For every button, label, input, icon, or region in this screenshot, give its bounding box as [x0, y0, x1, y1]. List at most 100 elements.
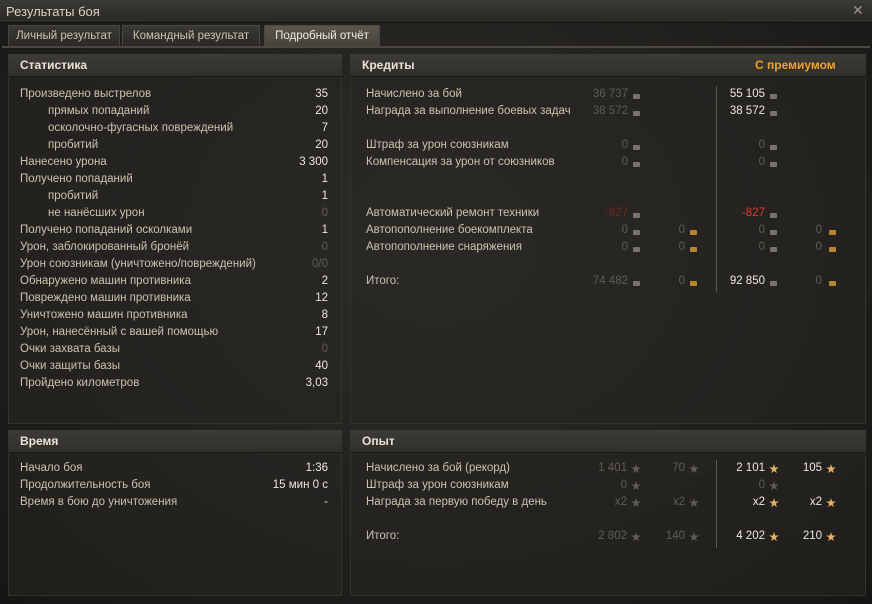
row-label: Автопополнение боекомплекта: [366, 224, 533, 236]
base-free-xp: 140: [665, 530, 685, 542]
base-credits: 36 737: [592, 88, 628, 100]
row-label: пробитий: [48, 139, 99, 151]
base-credits: 0: [621, 139, 628, 151]
row-label: Продолжительность боя: [20, 479, 151, 491]
credit-icon: [633, 230, 640, 235]
base-gold: 0: [678, 275, 685, 287]
row-value: 0: [321, 207, 328, 219]
premium-gold: 0: [815, 241, 822, 253]
row-label: Компенсация за урон от союзников: [366, 156, 555, 168]
window-title: Результаты боя: [6, 4, 100, 19]
row-label: Урон, нанесённый с вашей помощью: [20, 326, 219, 338]
base-credits: -827: [604, 207, 628, 219]
credit-icon: [633, 162, 640, 167]
row-value: 20: [315, 105, 328, 117]
xp-icon: [689, 464, 699, 474]
column-divider: [716, 460, 717, 548]
row-value: 20: [315, 139, 328, 151]
premium-credits: 0: [758, 139, 765, 151]
tab[interactable]: Личный результат: [8, 25, 120, 46]
tab[interactable]: Подробный отчёт: [264, 25, 380, 46]
panel-title: Опыт: [362, 434, 395, 448]
row-label: Автоматический ремонт техники: [366, 207, 540, 219]
panel: [350, 54, 866, 424]
row-label: Штраф за урон союзникам: [366, 479, 509, 491]
gold-icon: [829, 230, 836, 235]
row-label: пробитий: [48, 190, 99, 202]
xp-icon: [769, 532, 779, 542]
row-label: Очки защиты базы: [20, 360, 120, 372]
row-label: Пройдено километров: [20, 377, 140, 389]
panel-header: [8, 54, 342, 77]
panel: [8, 430, 342, 596]
premium-free-xp: x2: [809, 496, 822, 508]
row-label: Автопополнение снаряжения: [366, 241, 522, 253]
base-gold: 0: [678, 241, 685, 253]
row-label: Обнаружено машин противника: [20, 275, 191, 287]
xp-icon: [826, 532, 836, 542]
base-xp: 0: [620, 479, 627, 491]
row-value: 17: [315, 326, 328, 338]
tab[interactable]: Командный результат: [122, 25, 260, 46]
premium-credits: 92 850: [729, 275, 765, 287]
premium-xp: 4 202: [736, 530, 765, 542]
close-button[interactable]: ✕: [852, 2, 864, 18]
row-label: осколочно-фугасных повреждений: [48, 122, 234, 134]
gold-icon: [690, 247, 697, 252]
row-value: 15 мин 0 с: [272, 479, 328, 491]
gold-icon: [690, 230, 697, 235]
column-divider: [716, 86, 717, 292]
row-value: 0: [321, 241, 328, 253]
row-label: Итого:: [366, 530, 400, 542]
panel-header: [350, 430, 866, 453]
xp-icon: [769, 464, 779, 474]
credit-icon: [770, 162, 777, 167]
row-value: 1:36: [305, 462, 328, 474]
premium-header: С премиумом: [755, 58, 836, 72]
tab-underline: [2, 46, 870, 48]
premium-credits: 38 572: [729, 105, 765, 117]
row-label: не нанёсших урон: [48, 207, 145, 219]
row-label: Итого:: [366, 275, 400, 287]
row-label: Штраф за урон союзникам: [366, 139, 509, 151]
premium-free-xp: 210: [802, 530, 822, 542]
credit-icon: [770, 111, 777, 116]
row-label: Получено попаданий осколками: [20, 224, 193, 236]
credit-icon: [633, 281, 640, 286]
gold-icon: [690, 281, 697, 286]
credit-icon: [770, 247, 777, 252]
row-label: прямых попаданий: [48, 105, 150, 117]
panel-header: [8, 430, 342, 453]
premium-xp: 0: [758, 479, 765, 491]
xp-icon: [631, 498, 641, 508]
credit-icon: [770, 94, 777, 99]
base-free-xp: 70: [672, 462, 685, 474]
xp-icon: [826, 498, 836, 508]
row-value: 2: [321, 275, 328, 287]
xp-icon: [826, 464, 836, 474]
xp-icon: [769, 481, 779, 491]
row-value: 0: [321, 343, 328, 355]
premium-gold: 0: [815, 275, 822, 287]
row-label: Награда за первую победу в день: [366, 496, 547, 508]
row-value: 3,03: [305, 377, 328, 389]
xp-icon: [631, 481, 641, 491]
panel: [8, 54, 342, 424]
gold-icon: [829, 281, 836, 286]
panel-title: Время: [20, 434, 59, 448]
row-label: Очки захвата базы: [20, 343, 120, 355]
gold-icon: [829, 247, 836, 252]
credit-icon: [633, 145, 640, 150]
xp-icon: [769, 498, 779, 508]
xp-icon: [631, 532, 641, 542]
row-label: Нанесено урона: [20, 156, 107, 168]
row-value: 0/0: [312, 258, 328, 270]
premium-xp: 2 101: [736, 462, 765, 474]
panel-title: Статистика: [20, 58, 88, 72]
base-credits: 0: [621, 224, 628, 236]
row-label: Урон союзникам (уничтожено/повреждений): [20, 258, 256, 270]
row-label: Повреждено машин противника: [20, 292, 191, 304]
base-xp: 1 401: [598, 462, 627, 474]
base-gold: 0: [678, 224, 685, 236]
